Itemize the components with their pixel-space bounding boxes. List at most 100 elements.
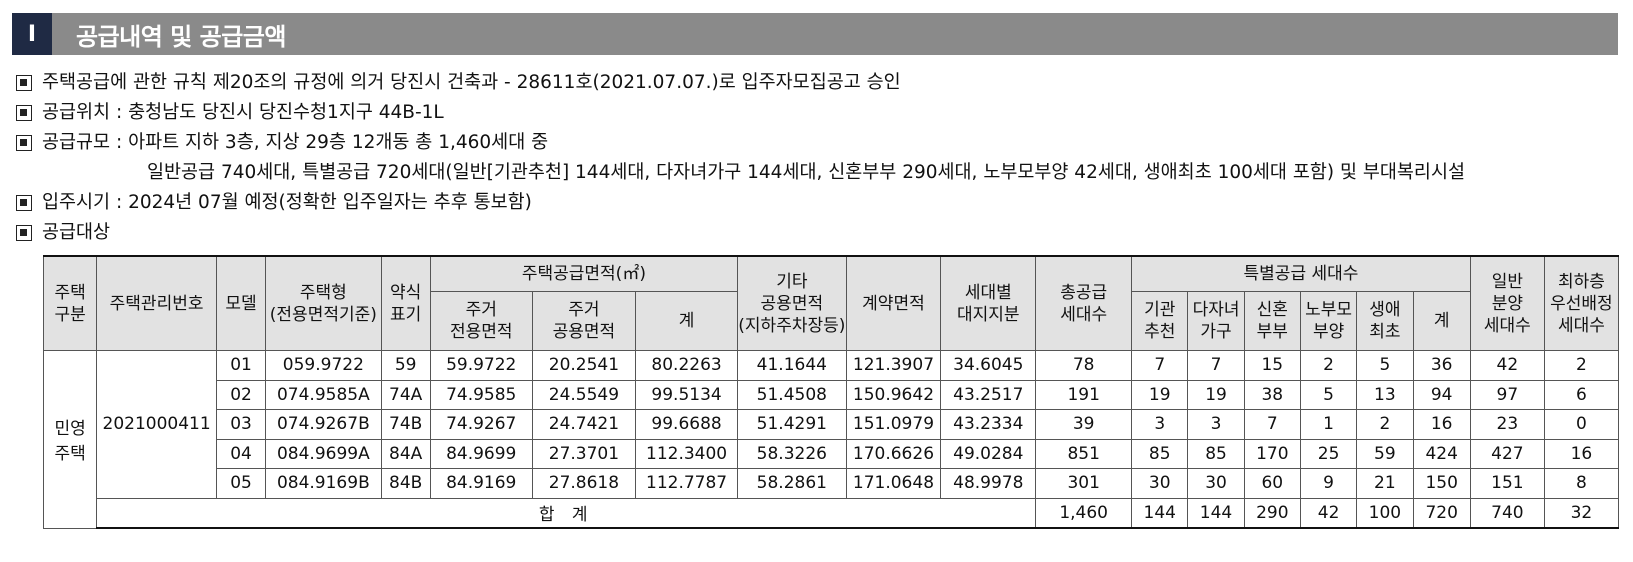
table-cell: 84A — [380, 438, 431, 469]
table-cell: 59.9722 — [429, 350, 533, 381]
th-sp-newly: 신혼 부부 — [1243, 291, 1301, 351]
table-cell: 720 — [1412, 497, 1471, 529]
table-cell: 25 — [1299, 438, 1358, 469]
table-cell: 5 — [1356, 350, 1414, 381]
th-type: 주택 구분 — [42, 255, 98, 351]
table-cell: 084.9699A — [265, 438, 382, 469]
table-cell: 32 — [1543, 497, 1620, 529]
table-cell: 94 — [1412, 379, 1471, 410]
table-cell: 59 — [1356, 438, 1414, 469]
table-cell: 121.3907 — [845, 350, 942, 381]
table-cell: 74.9585 — [429, 379, 533, 410]
table-cell: 58.3226 — [737, 438, 847, 469]
table-cell: 01 — [216, 350, 266, 381]
th-contract-area: 계약면적 — [845, 255, 942, 351]
th-lowest: 최하층 우선배정 세대수 — [1543, 255, 1620, 351]
info-line: 공급위치 : 충청남도 당진시 당진수청1지구 44B-1L — [14, 98, 1624, 128]
table-cell: 151.0979 — [845, 409, 942, 440]
supply-table-wrap: 주택 구분 주택관리번호 모델 주택형 (전용면적기준) 약식 표기 주택공급면… — [42, 255, 1620, 529]
th-housing-type: 주택형 (전용면적기준) — [265, 255, 382, 351]
table-cell: 30 — [1131, 468, 1189, 499]
total-row: 합 계 1,460 144 144 290 42 100 720 740 32 — [44, 497, 1620, 529]
table-cell: 150 — [1412, 468, 1471, 499]
table-cell: 19 — [1187, 379, 1245, 410]
table-cell: 9 — [1299, 468, 1358, 499]
table-cell: 21 — [1356, 468, 1414, 499]
table-cell: 36 — [1412, 350, 1471, 381]
table-cell: 7 — [1131, 350, 1189, 381]
table-cell: 074.9585A — [265, 379, 382, 410]
th-other-common: 기타 공용면적 (지하주차장등) — [737, 255, 847, 351]
table-row: 민영 주택 2021000411 01 059.9722 59 59.9722 20.2… — [42, 350, 1620, 529]
table-cell: 59 — [380, 350, 431, 381]
th-area-exclusive: 주거 전용면적 — [429, 291, 533, 351]
table-row: 04 084.9699A 84A 84.9699 27.3701 112.3400 58.3… — [44, 438, 1620, 469]
table-cell: 03 — [216, 409, 266, 440]
table-cell: 58.2861 — [737, 468, 847, 499]
table-cell: 02 — [216, 379, 266, 410]
table-cell: 171.0648 — [845, 468, 942, 499]
table-cell: 42 — [1469, 350, 1545, 381]
table-cell: 3 — [1131, 409, 1189, 440]
table-cell: 74.9267 — [429, 409, 533, 440]
th-mgmt-no: 주택관리번호 — [96, 255, 218, 351]
cell-group-mgmt-no: 2021000411 — [96, 350, 218, 499]
table-cell: 16 — [1543, 438, 1620, 469]
table-cell: 23 — [1469, 409, 1545, 440]
th-short: 약식 표기 — [380, 255, 431, 351]
table-cell: 84.9169 — [429, 468, 533, 499]
table-cell: 112.7787 — [634, 468, 739, 499]
table-cell: 04 — [216, 438, 266, 469]
table-cell: 05 — [216, 468, 266, 499]
table-cell: 0 — [1543, 409, 1620, 440]
th-sp-multi: 다자녀 가구 — [1187, 291, 1245, 351]
table-cell: 740 — [1469, 497, 1545, 529]
table-cell: 170.6626 — [845, 438, 942, 469]
table-cell: 13 — [1356, 379, 1414, 410]
table-cell: 24.5549 — [531, 379, 637, 410]
table-cell: 301 — [1035, 468, 1133, 499]
table-cell: 1,460 — [1035, 497, 1133, 529]
table-cell: 144 — [1187, 497, 1245, 529]
th-area-sum: 계 — [634, 291, 739, 351]
cell-group-type: 민영 주택 — [42, 350, 98, 529]
supply-table: 주택 구분 주택관리번호 모델 주택형 (전용면적기준) 약식 표기 주택공급면… — [42, 255, 1620, 529]
square-bullet-icon — [16, 105, 32, 121]
table-cell: 74A — [380, 379, 431, 410]
table-cell: 424 — [1412, 438, 1471, 469]
section-title: 공급내역 및 공급금액 — [76, 22, 286, 51]
table-cell: 41.1644 — [737, 350, 847, 381]
table-body: 민영 주택 2021000411 01 059.9722 59 59.9722 20.2… — [42, 350, 1620, 529]
table-cell: 97 — [1469, 379, 1545, 410]
table-cell: 15 — [1243, 350, 1301, 381]
th-sp-first: 생애 최초 — [1356, 291, 1414, 351]
table-cell: 191 — [1035, 379, 1133, 410]
table-cell: 084.9169B — [265, 468, 382, 499]
table-cell: 49.0284 — [940, 438, 1037, 469]
table-cell: 059.9722 — [265, 350, 382, 381]
section-number: I — [12, 13, 52, 55]
th-land-share: 세대별 대지지분 — [940, 255, 1037, 351]
table-cell: 51.4291 — [737, 409, 847, 440]
table-cell: 60 — [1243, 468, 1301, 499]
th-total-units: 총공급 세대수 — [1035, 255, 1133, 351]
square-bullet-icon — [16, 75, 32, 91]
table-cell: 48.9978 — [940, 468, 1037, 499]
table-cell: 2 — [1356, 409, 1414, 440]
th-sp-sum: 계 — [1412, 291, 1471, 351]
table-cell: 6 — [1543, 379, 1620, 410]
th-area-common: 주거 공용면적 — [531, 291, 637, 351]
table-cell: 39 — [1035, 409, 1133, 440]
info-line: 공급규모 : 아파트 지하 3층, 지상 29층 12개동 총 1,460세대 … — [14, 128, 1624, 158]
table-cell: 2 — [1299, 350, 1358, 381]
th-special-group: 특별공급 세대수 — [1131, 255, 1471, 292]
table-cell: 100 — [1356, 497, 1414, 529]
table-cell: 151 — [1469, 468, 1545, 499]
info-line: 공급대상 — [14, 218, 1624, 248]
table-cell: 19 — [1131, 379, 1189, 410]
table-cell: 38 — [1243, 379, 1301, 410]
table-cell: 99.5134 — [634, 379, 739, 410]
table-cell: 85 — [1131, 438, 1189, 469]
total-label: 합 계 — [96, 497, 1037, 529]
table-cell: 5 — [1299, 379, 1358, 410]
